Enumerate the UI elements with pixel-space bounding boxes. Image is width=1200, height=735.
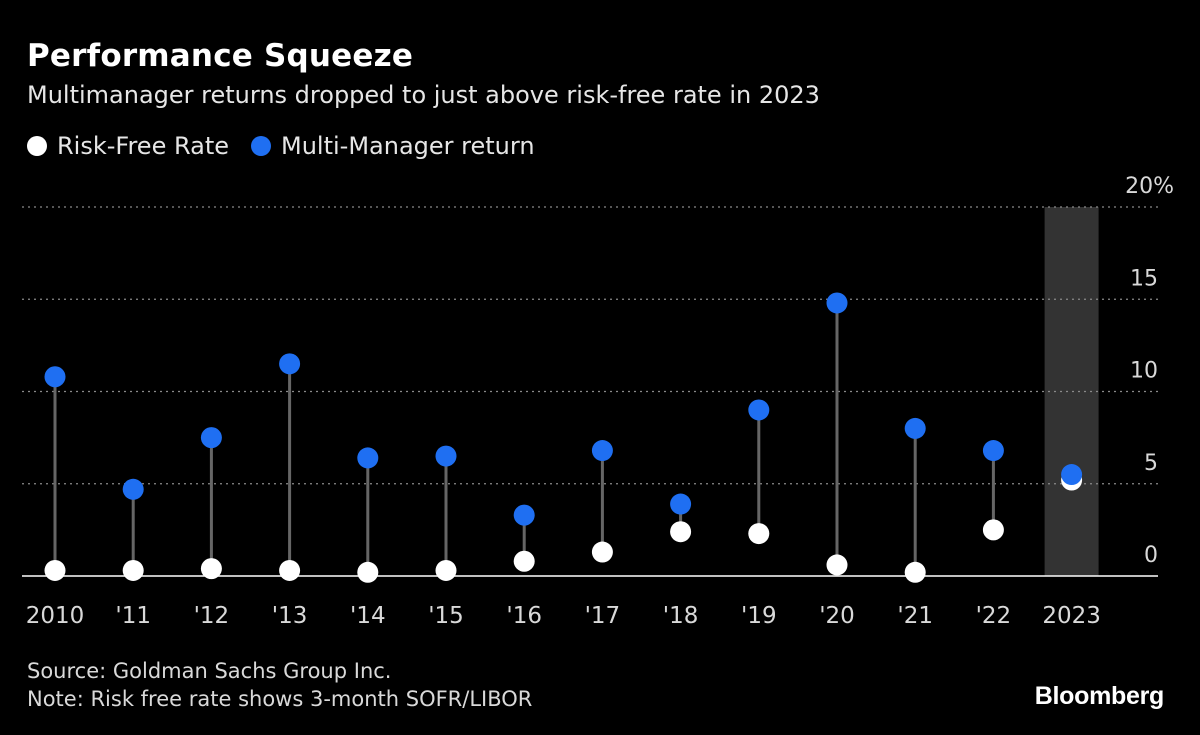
x-tick-label-3: '13 [272,603,308,629]
multi-manager-point-6 [513,504,535,526]
multi-manager-point-3 [279,353,301,375]
bloomberg-logo: Bloomberg [1034,682,1165,710]
risk-free-point-12 [982,519,1004,541]
y-tick-label-20: 20% [1125,174,1174,199]
note-text: Note: Risk free rate shows 3-month SOFR/… [27,687,533,711]
x-tick-label-10: '20 [819,603,855,629]
multi-manager-point-2 [200,427,222,449]
risk-free-point-10 [826,554,848,576]
x-tick-label-5: '15 [428,603,464,629]
multi-manager-point-11 [904,417,926,439]
legend-item-multi-manager: Multi-Manager return [251,132,535,160]
x-tick-label-7: '17 [585,603,621,629]
multi-manager-point-1 [122,478,144,500]
x-tick-label-11: '21 [897,603,933,629]
legend-swatch-multi-manager [251,136,271,156]
risk-free-point-2 [200,558,222,580]
x-tick-label-9: '19 [741,603,777,629]
legend-label-multi-manager: Multi-Manager return [281,132,535,160]
multi-manager-point-13 [1061,464,1083,486]
risk-free-point-1 [122,559,144,581]
risk-free-point-6 [513,550,535,572]
multi-manager-point-9 [748,399,770,421]
y-tick-label-0: 0 [1144,543,1158,568]
risk-free-point-9 [748,523,770,545]
x-tick-label-2: '12 [194,603,230,629]
x-tick-label-0: 2010 [26,603,85,629]
legend: Risk-Free Rate Multi-Manager return [27,132,557,160]
multi-manager-point-4 [357,447,379,469]
risk-free-point-4 [357,561,379,583]
risk-free-point-7 [591,541,613,563]
risk-free-point-0 [44,559,66,581]
x-tick-label-4: '14 [350,603,386,629]
x-tick-label-6: '16 [506,603,542,629]
multi-manager-point-0 [44,366,66,388]
risk-free-point-3 [279,559,301,581]
chart-subtitle: Multimanager returns dropped to just abo… [27,81,820,109]
risk-free-point-5 [435,559,457,581]
x-tick-label-1: '11 [115,603,151,629]
y-tick-label-5: 5 [1144,451,1158,476]
multi-manager-point-12 [982,440,1004,462]
risk-free-point-8 [670,521,692,543]
highlight-band-2023 [1044,207,1099,576]
legend-label-risk-free: Risk-Free Rate [57,132,229,160]
x-tick-label-13: 2023 [1042,603,1101,629]
risk-free-point-11 [904,561,926,583]
chart-title: Performance Squeeze [27,38,414,74]
multi-manager-point-10 [826,292,848,314]
source-text: Source: Goldman Sachs Group Inc. [27,659,392,683]
x-tick-label-12: '22 [976,603,1012,629]
y-tick-label-15: 15 [1130,266,1158,291]
multi-manager-point-7 [591,440,613,462]
multi-manager-point-8 [670,493,692,515]
y-tick-label-10: 10 [1130,359,1158,384]
multi-manager-point-5 [435,445,457,467]
legend-swatch-risk-free [27,136,47,156]
x-tick-label-8: '18 [663,603,699,629]
legend-item-risk-free: Risk-Free Rate [27,132,229,160]
